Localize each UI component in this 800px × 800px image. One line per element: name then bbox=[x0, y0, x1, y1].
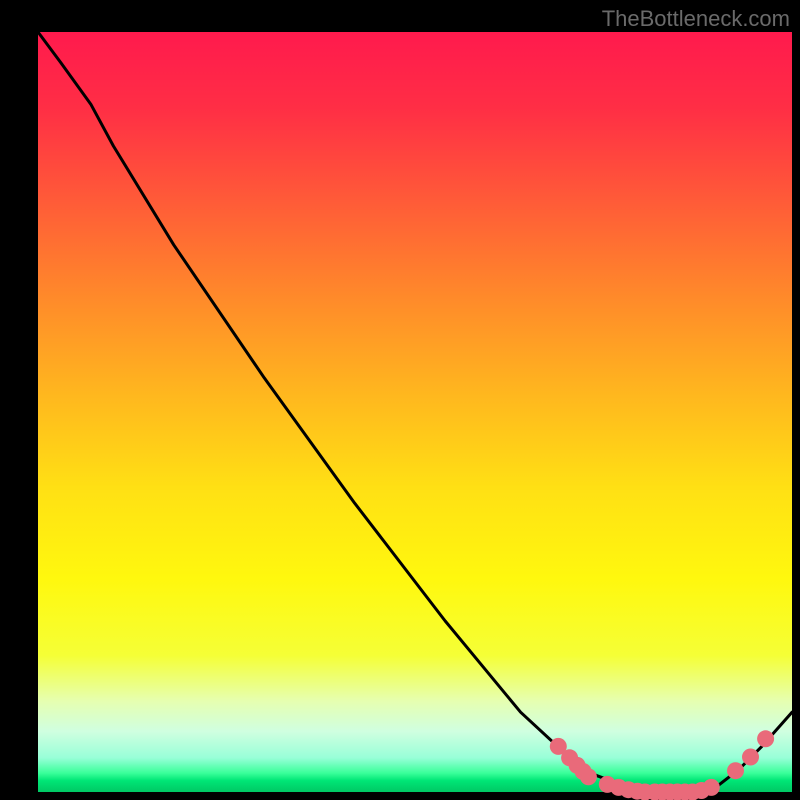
curve-marker bbox=[742, 749, 759, 766]
curve-marker bbox=[727, 762, 744, 779]
curve-marker bbox=[703, 779, 720, 796]
watermark-text: TheBottleneck.com bbox=[602, 6, 790, 32]
bottleneck-chart bbox=[0, 0, 800, 800]
curve-marker bbox=[757, 730, 774, 747]
plot-gradient-background bbox=[38, 32, 792, 792]
curve-marker bbox=[580, 768, 597, 785]
